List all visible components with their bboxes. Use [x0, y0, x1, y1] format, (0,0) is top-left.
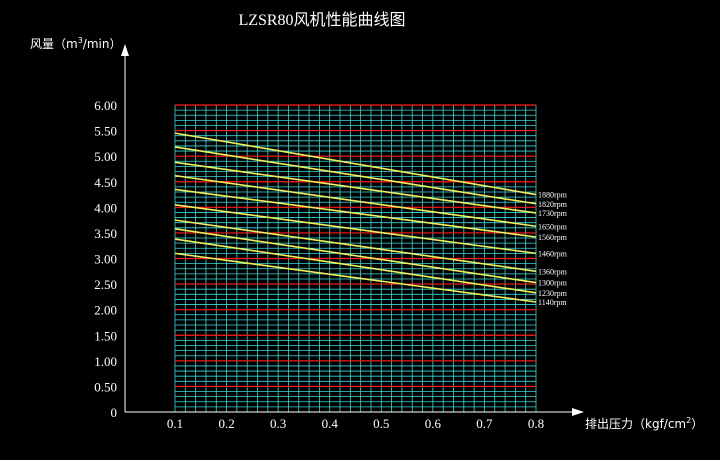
x-tick-label: 0.4: [322, 416, 339, 431]
rpm-label: 1460rpm: [538, 249, 568, 258]
y-tick-label: 4.50: [94, 175, 117, 190]
rpm-curve: [174, 228, 537, 284]
y-tick-label: 4.00: [94, 200, 117, 215]
rpm-curves: [174, 132, 537, 303]
y-tick-label: 1.50: [94, 328, 117, 343]
rpm-label: 1360rpm: [538, 267, 568, 276]
x-tick-label: 0.8: [528, 416, 544, 431]
x-tick-labels: 0.1 0.2 0.3 0.4 0.5 0.6 0.7 0.8: [167, 416, 544, 431]
y-axis-arrow: [121, 44, 129, 56]
rpm-label: 1560rpm: [538, 233, 568, 242]
rpm-label: 1880rpm: [538, 191, 568, 200]
y-tick-label: 2.00: [94, 303, 117, 318]
x-tick-label: 0.6: [425, 416, 442, 431]
y-tick-label: 1.00: [94, 354, 117, 369]
y-tick-label: 6.00: [94, 98, 117, 113]
chart-title: LZSR80风机性能曲线图: [238, 11, 405, 29]
rpm-curve: [174, 146, 537, 205]
y-tick-labels: 0 0.50 1.00 1.50 2.00 2.50 3.00 3.50 4.00 4.50 5.0…: [94, 98, 117, 420]
rpm-curve: [174, 132, 537, 196]
x-tick-label: 0.3: [270, 416, 286, 431]
rpm-curve: [174, 174, 537, 228]
rpm-curve: [174, 219, 537, 273]
rpm-label: 1230rpm: [538, 289, 568, 298]
y-tick-label: 0.50: [94, 379, 117, 394]
rpm-curve: [174, 238, 537, 294]
x-tick-label: 0.5: [373, 416, 389, 431]
x-axis-arrow: [572, 408, 584, 416]
rpm-curve: [174, 188, 537, 238]
y-tick-label: 5.50: [94, 124, 117, 139]
rpm-label: 1650rpm: [538, 222, 568, 231]
y-tick-label: 3.00: [94, 252, 117, 267]
rpm-curve: [174, 203, 537, 255]
x-tick-label: 0.7: [476, 416, 493, 431]
y-tick-label: 3.50: [94, 226, 117, 241]
rpm-label: 1820rpm: [538, 200, 568, 209]
x-axis-label: 排出压力（kgf/cm2）: [585, 416, 703, 431]
y-tick-label: 0: [111, 405, 118, 420]
rpm-label: 1730rpm: [538, 209, 568, 218]
y-tick-label: 2.50: [94, 277, 117, 292]
rpm-label: 1140rpm: [538, 298, 567, 307]
x-tick-label: 0.2: [218, 416, 234, 431]
rpm-label: 1300rpm: [538, 279, 568, 288]
y-tick-label: 5.00: [94, 149, 117, 164]
rpm-curve: [174, 161, 537, 214]
x-tick-label: 0.1: [167, 416, 183, 431]
y-axis-label: 风量（m3/min）: [30, 36, 121, 51]
rpm-curve: [174, 252, 537, 303]
axes: [121, 44, 584, 416]
